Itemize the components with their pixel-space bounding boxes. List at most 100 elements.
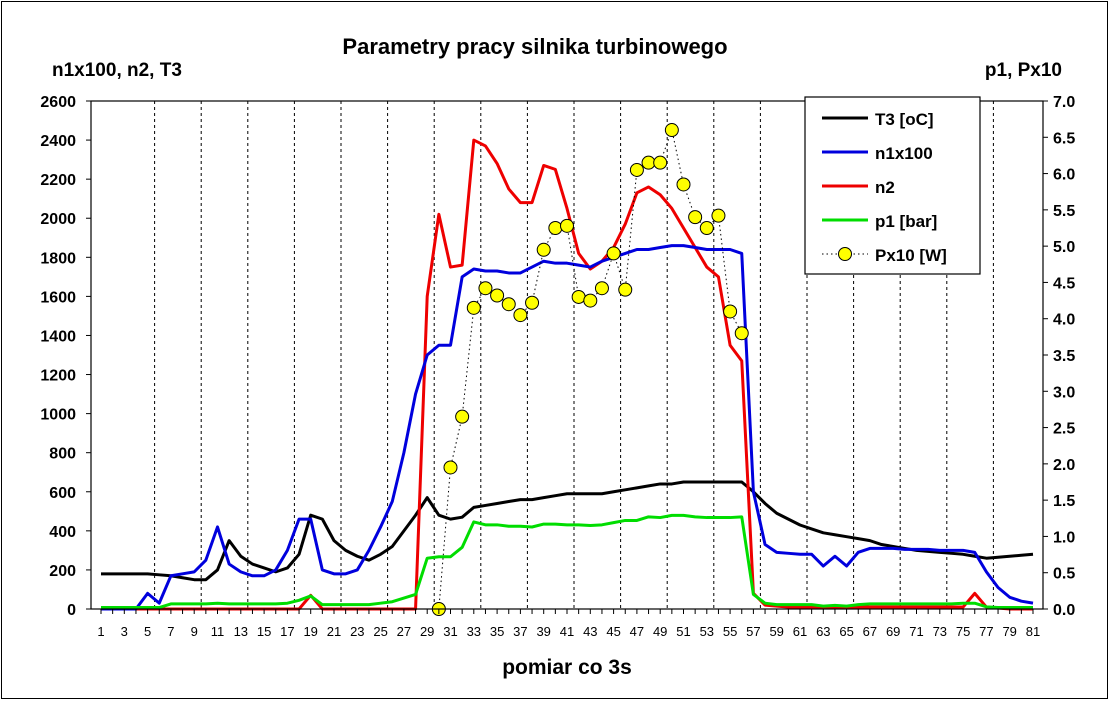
- x-tick-label: 63: [816, 624, 830, 639]
- x-tick-label: 79: [1002, 624, 1016, 639]
- x-tick-label: 21: [327, 624, 341, 639]
- y-left-tick-label: 2200: [40, 172, 76, 189]
- x-tick-label: 51: [676, 624, 690, 639]
- y-right-tick-label: 1.0: [1053, 529, 1075, 546]
- y-left-tick-label: 200: [49, 563, 76, 580]
- y-axis-left-label: n1x100, n2, T3: [52, 60, 182, 81]
- x-tick-label: 11: [211, 624, 225, 639]
- x-tick-label: 75: [956, 624, 970, 639]
- x-tick-label: 5: [144, 624, 151, 639]
- y-right-tick-label: 0.0: [1053, 602, 1075, 619]
- px10-point: [664, 123, 679, 138]
- x-tick-label: 33: [467, 624, 481, 639]
- px10-point: [629, 162, 644, 177]
- x-tick-label: 65: [839, 624, 853, 639]
- x-tick-label: 25: [373, 624, 387, 639]
- y-right-tick-label: 4.5: [1053, 275, 1075, 292]
- x-tick-label: 71: [909, 624, 923, 639]
- series-line-n1x100: [101, 244, 1034, 611]
- x-tick-label: 69: [886, 624, 900, 639]
- legend-label: p1 [bar]: [875, 212, 937, 231]
- y-right-tick-label: 3.5: [1053, 348, 1075, 365]
- x-tick-label: 81: [1026, 624, 1040, 639]
- y-left-tick-label: 2000: [40, 211, 76, 228]
- x-tick-label: 17: [280, 624, 294, 639]
- x-tick-label: 37: [513, 624, 527, 639]
- px10-point: [560, 218, 574, 233]
- px10-point: [490, 288, 505, 303]
- y-right-tick-label: 5.5: [1053, 203, 1075, 220]
- x-tick-label: 57: [746, 624, 760, 639]
- px10-point: [536, 242, 551, 257]
- x-tick-label: 41: [560, 624, 574, 639]
- x-tick-label: 23: [350, 624, 364, 639]
- y-left-tick-label: 1400: [40, 328, 76, 345]
- x-tick-label: 27: [397, 624, 411, 639]
- px10-point: [478, 281, 493, 296]
- px10-point: [443, 460, 458, 475]
- y-left-tick-label: 1200: [40, 368, 76, 385]
- x-tick-label: 67: [863, 624, 877, 639]
- y-left-tick-label: 0: [67, 602, 76, 619]
- y-left-tick-label: 2400: [40, 133, 76, 150]
- x-tick-label: 19: [303, 624, 317, 639]
- y-right-tick-label: 6.5: [1053, 130, 1075, 147]
- y-right-tick-label: 7.0: [1053, 94, 1075, 111]
- y-left-tick-label: 400: [49, 524, 76, 541]
- x-tick-label: 9: [191, 624, 198, 639]
- px10-point: [548, 221, 563, 235]
- chart-title: Parametry pracy silnika turbinowego: [342, 34, 727, 59]
- y-left-tick-label: 800: [49, 446, 76, 463]
- y-left-tick-label: 1800: [40, 250, 76, 267]
- legend-marker: [838, 247, 852, 261]
- y-left-tick-label: 1600: [40, 289, 76, 306]
- x-tick-label: 73: [933, 624, 947, 639]
- y-right-tick-label: 1.5: [1053, 493, 1075, 510]
- y-right-tick-label: 6.0: [1053, 167, 1075, 184]
- x-tick-label: 43: [583, 624, 597, 639]
- x-tick-label: 39: [536, 624, 550, 639]
- px10-point: [734, 326, 749, 341]
- y-left-tick-label: 1000: [40, 407, 76, 424]
- x-tick-label: 53: [700, 624, 714, 639]
- series-layer: [101, 123, 1034, 616]
- legend-label: T3 [oC]: [875, 110, 934, 129]
- legend-label: Px10 [W]: [875, 246, 947, 265]
- x-tick-label: 45: [606, 624, 620, 639]
- legend: T3 [oC] n1x100 n2 p1 [bar] Px10 [W]: [804, 96, 981, 275]
- x-tick-label: 13: [234, 624, 248, 639]
- y-axis-right-label: p1, Px10: [985, 60, 1062, 81]
- px10-point: [594, 281, 609, 296]
- px10-point: [513, 308, 528, 323]
- x-tick-label: 1: [97, 624, 104, 639]
- px10-point: [723, 304, 738, 319]
- px10-point: [618, 282, 633, 297]
- px10-point: [676, 177, 691, 192]
- x-tick-label: 49: [653, 624, 667, 639]
- px10-point: [583, 293, 598, 308]
- series-line-p1: [101, 513, 1033, 610]
- px10-point: [501, 297, 516, 312]
- x-tick-label: 31: [443, 624, 457, 639]
- x-tick-label: 47: [630, 624, 644, 639]
- px10-point: [455, 409, 470, 424]
- x-tick-label: 61: [793, 624, 807, 639]
- x-tick-label: 77: [979, 624, 993, 639]
- x-tick-label: 15: [257, 624, 271, 639]
- y-right-tick-label: 5.0: [1053, 239, 1075, 256]
- x-tick-label: 59: [769, 624, 783, 639]
- y-left-tick-label: 2600: [40, 94, 76, 111]
- legend-label: n1x100: [875, 144, 933, 163]
- px10-point: [653, 155, 668, 170]
- px10-point: [641, 155, 656, 170]
- y-right-tick-label: 2.5: [1053, 421, 1075, 438]
- x-tick-label: 55: [723, 624, 737, 639]
- y-right-tick-label: 3.0: [1053, 384, 1075, 401]
- px10-point: [525, 295, 540, 310]
- axis-layer: 0 200 400 600 800 1000 1200 1400 1600 1800 2000 220…: [40, 94, 1075, 639]
- series-line-t3: [101, 480, 1034, 582]
- px10-point: [711, 208, 726, 223]
